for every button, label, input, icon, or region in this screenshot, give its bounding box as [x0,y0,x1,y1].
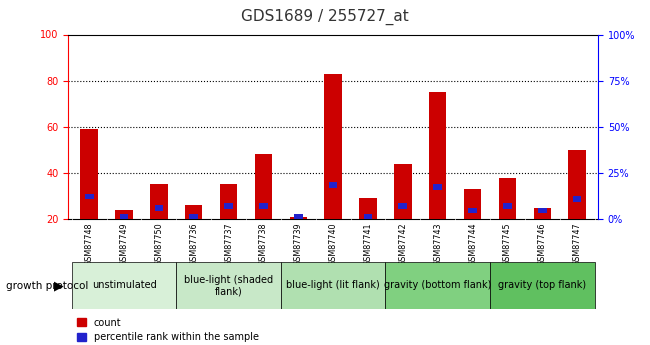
Bar [573,196,582,202]
Bar [363,215,372,220]
Text: GSM87750: GSM87750 [154,223,163,266]
Bar [289,217,307,219]
Text: blue-light (shaded
flank): blue-light (shaded flank) [184,275,273,296]
Bar [534,208,551,219]
Text: GSM87743: GSM87743 [433,223,442,266]
Text: blue-light (lit flank): blue-light (lit flank) [286,280,380,290]
Text: growth protocol: growth protocol [6,281,89,290]
Text: GSM87748: GSM87748 [84,223,94,266]
Bar [468,208,477,213]
Text: GSM87744: GSM87744 [468,223,477,266]
Bar [329,182,337,188]
Bar [84,194,94,199]
Bar [434,185,442,190]
Text: GSM87741: GSM87741 [363,223,372,266]
Text: gravity (top flank): gravity (top flank) [498,280,586,290]
Bar [189,215,198,220]
Bar [324,74,342,219]
Bar [185,205,202,219]
Bar [538,208,547,213]
Bar [115,210,133,219]
Text: GSM87746: GSM87746 [538,223,547,266]
Text: unstimulated: unstimulated [92,280,157,290]
Bar [464,189,481,219]
Bar [176,262,281,309]
Bar [359,198,377,219]
Bar [150,185,168,219]
Bar [259,203,268,209]
Text: GSM87738: GSM87738 [259,223,268,266]
Bar [394,164,411,219]
Text: GSM87736: GSM87736 [189,223,198,266]
Text: GSM87749: GSM87749 [120,223,129,266]
Text: GSM87740: GSM87740 [329,223,337,266]
Text: ▶: ▶ [54,279,64,292]
Bar [224,203,233,209]
Bar [281,262,385,309]
Bar [568,150,586,219]
Bar [255,155,272,219]
Bar [429,92,447,219]
Bar [385,262,490,309]
Bar [120,215,128,220]
Text: GSM87742: GSM87742 [398,223,408,266]
Bar [490,262,595,309]
Bar [503,203,512,209]
Bar [220,185,237,219]
Text: GSM87745: GSM87745 [503,223,512,266]
Text: GSM87739: GSM87739 [294,223,303,266]
Text: GDS1689 / 255727_at: GDS1689 / 255727_at [241,9,409,25]
Bar [72,262,176,309]
Text: GSM87737: GSM87737 [224,223,233,266]
Legend: count, percentile rank within the sample: count, percentile rank within the sample [73,314,263,345]
Bar [155,205,163,211]
Text: gravity (bottom flank): gravity (bottom flank) [384,280,491,290]
Bar [499,178,516,219]
Bar [81,129,98,219]
Bar [294,215,303,220]
Text: GSM87747: GSM87747 [573,223,582,266]
Bar [398,203,407,209]
